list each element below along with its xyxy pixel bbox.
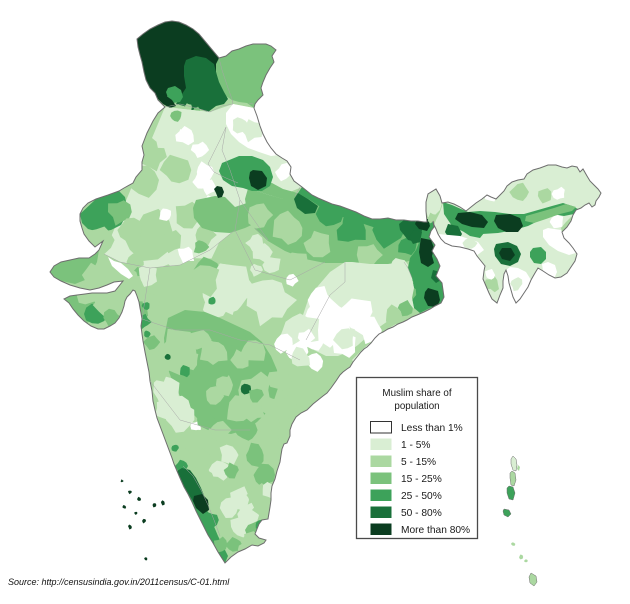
svg-text:More than 80%: More than 80% <box>401 525 470 536</box>
svg-text:Less than 1%: Less than 1% <box>401 423 463 434</box>
svg-text:15 - 25%: 15 - 25% <box>401 474 442 485</box>
svg-text:5 - 15%: 5 - 15% <box>401 457 436 468</box>
svg-text:1 - 5%: 1 - 5% <box>401 440 430 451</box>
svg-text:Source: http://censusindia.gov: Source: http://censusindia.gov.in/2011ce… <box>8 577 230 587</box>
svg-text:Muslim share of: Muslim share of <box>382 388 451 399</box>
svg-text:population: population <box>394 401 439 412</box>
svg-text:25 - 50%: 25 - 50% <box>401 491 442 502</box>
svg-text:50 - 80%: 50 - 80% <box>401 508 442 519</box>
